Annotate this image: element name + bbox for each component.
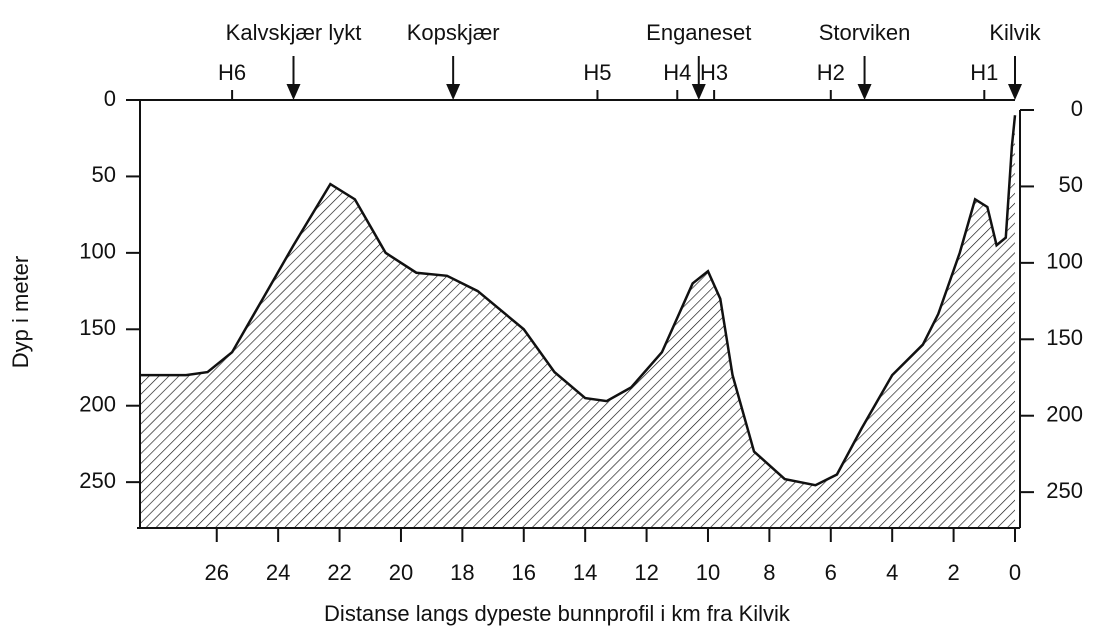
arrow-head — [446, 84, 461, 100]
arrow-head — [1008, 84, 1022, 100]
x-tick-label: 18 — [450, 560, 474, 585]
arrow-head — [691, 84, 706, 100]
station-label: H1 — [970, 60, 998, 85]
station-label: H3 — [700, 60, 728, 85]
station-label: H2 — [817, 60, 845, 85]
y2-tick-label: 250 — [1046, 478, 1083, 503]
x-tick-label: 26 — [205, 560, 229, 585]
x-tick-label: 2 — [947, 560, 959, 585]
x-tick-label: 16 — [512, 560, 536, 585]
station-label: H5 — [583, 60, 611, 85]
x-tick-label: 14 — [573, 560, 597, 585]
station-name: Kopskjær — [407, 20, 500, 45]
x-tick-label: 24 — [266, 560, 290, 585]
y-tick-label: 150 — [79, 315, 116, 340]
y2-tick-label: 100 — [1046, 249, 1083, 274]
y2-tick-label: 50 — [1059, 172, 1083, 197]
arrow-head — [857, 84, 872, 100]
station-name: Kalvskjær lykt — [226, 20, 362, 45]
x-tick-label: 4 — [886, 560, 898, 585]
station-label: H4 — [663, 60, 691, 85]
y-axis-title: Dyp i meter — [8, 256, 33, 368]
station-name: Kilvik — [989, 20, 1041, 45]
y-tick-label: 100 — [79, 239, 116, 264]
arrow-head — [286, 84, 301, 100]
x-tick-label: 8 — [763, 560, 775, 585]
y-tick-label: 250 — [79, 468, 116, 493]
station-name: Enganeset — [646, 20, 751, 45]
y-tick-label: 50 — [92, 162, 116, 187]
x-tick-label: 20 — [389, 560, 413, 585]
y-tick-label: 200 — [79, 392, 116, 417]
x-tick-label: 0 — [1009, 560, 1021, 585]
area-fill — [140, 115, 1015, 529]
x-tick-label: 12 — [634, 560, 658, 585]
y2-tick-label: 150 — [1046, 325, 1083, 350]
x-tick-label: 6 — [825, 560, 837, 585]
x-tick-label: 22 — [327, 560, 351, 585]
profile-line — [140, 115, 1017, 487]
station-name: Storviken — [819, 20, 911, 45]
station-label: H6 — [218, 60, 246, 85]
y2-tick-label: 200 — [1046, 402, 1083, 427]
y2-tick-label: 0 — [1071, 96, 1083, 121]
x-tick-label: 10 — [696, 560, 720, 585]
x-axis-title: Distanse langs dypeste bunnprofil i km f… — [324, 601, 791, 626]
y-tick-label: 0 — [104, 86, 116, 111]
